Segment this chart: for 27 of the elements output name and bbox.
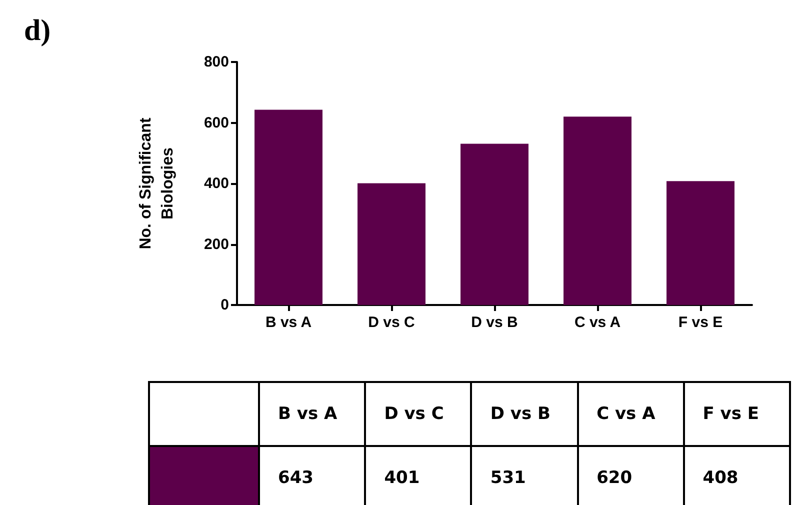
category-label: D vs C: [384, 404, 444, 424]
category-label: C vs A: [596, 404, 656, 424]
bar: [460, 144, 528, 305]
data-label: 408: [684, 446, 790, 505]
bar: [254, 110, 322, 305]
y-tick-label: 200: [204, 236, 229, 253]
data-label: 620: [578, 446, 684, 505]
x-tick-label: D vs B: [471, 314, 518, 331]
category-label: F vs E: [702, 404, 760, 424]
bar: [666, 181, 734, 305]
x-tick-label: C vs A: [574, 314, 621, 331]
category-label: B vs A: [278, 404, 338, 424]
bar: [358, 183, 426, 305]
x-tick-label: D vs C: [368, 314, 416, 331]
x-tick-label: B vs A: [265, 314, 312, 331]
y-tick-label: 0: [220, 296, 229, 314]
y-tick-label: 400: [204, 175, 229, 192]
data-label: 401: [365, 446, 472, 505]
y-tick-label: 800: [204, 54, 229, 70]
category-label: D vs B: [490, 404, 550, 424]
y-tick-label: 600: [204, 114, 229, 132]
text: d): [24, 14, 51, 48]
x-tick-label: F vs E: [678, 314, 723, 331]
data-label: 643: [259, 446, 366, 505]
y-axis-title: No. of Significant Biologies: [138, 117, 176, 250]
data-label: 531: [471, 446, 578, 505]
bar: [564, 116, 632, 305]
